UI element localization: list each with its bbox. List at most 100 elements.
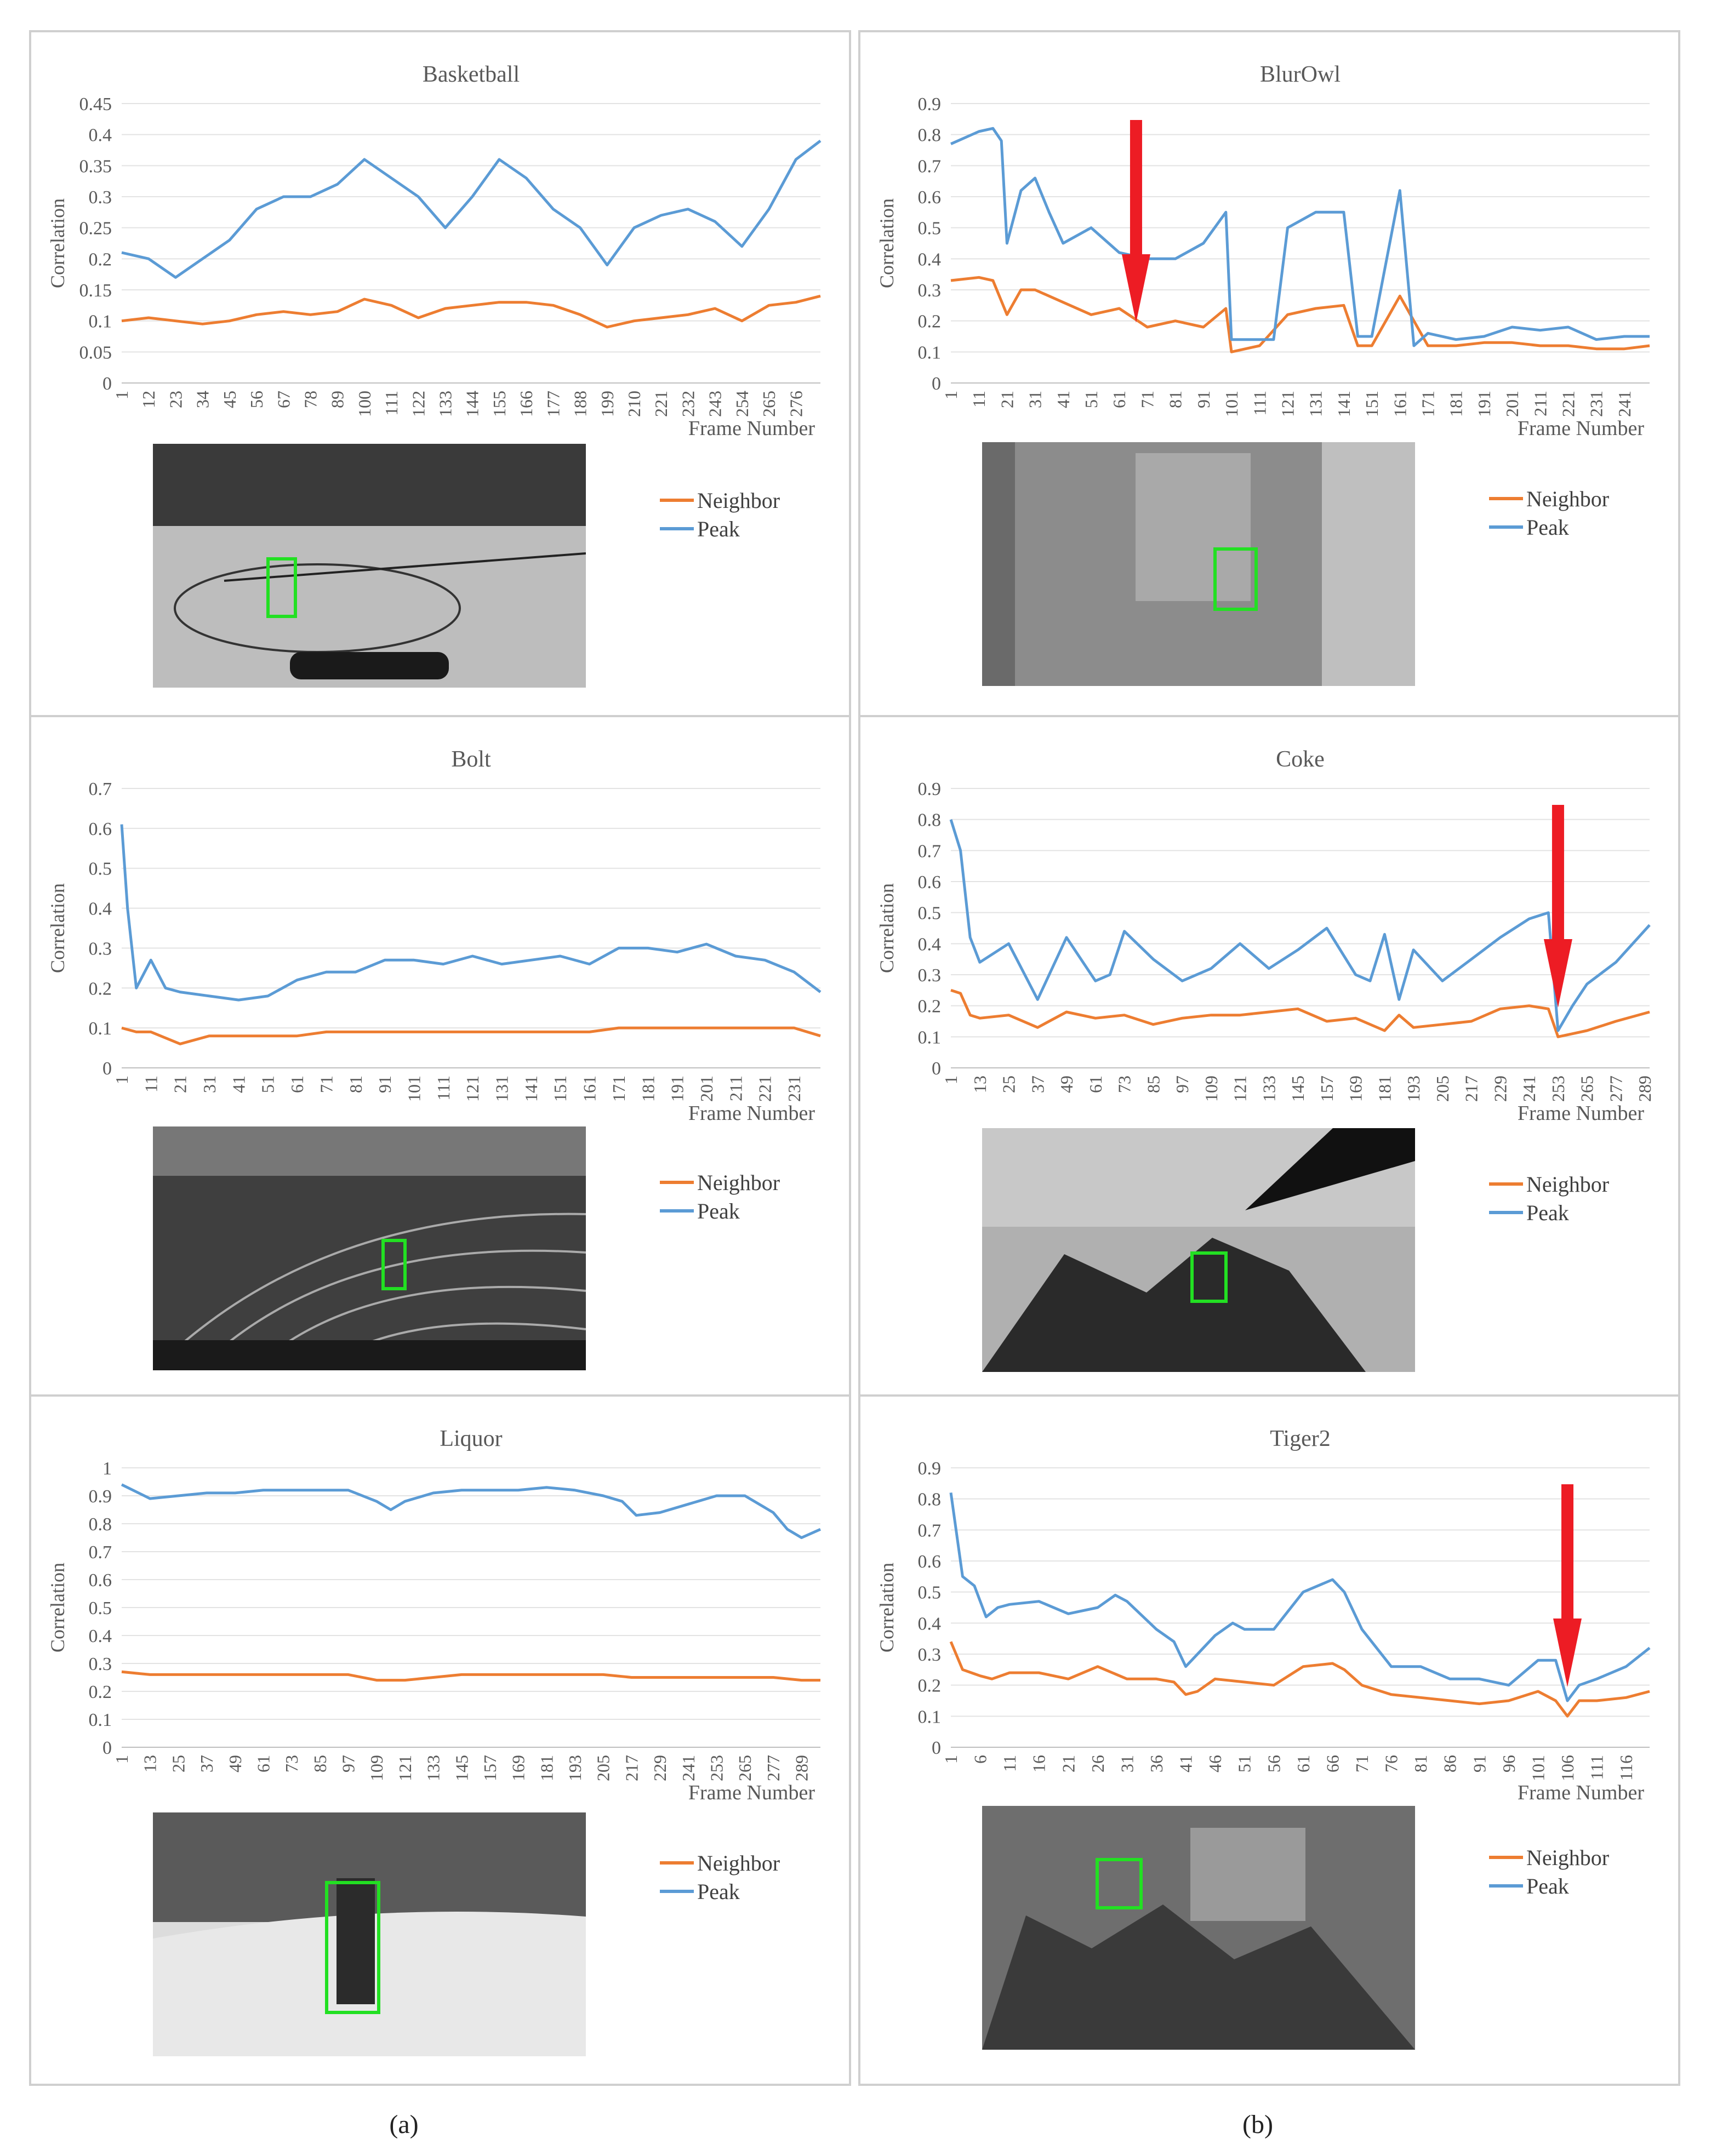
x-tick-label: 61 — [253, 1755, 273, 1772]
legend-neighbor: Neighbor — [660, 1168, 841, 1197]
x-tick-label: 201 — [1502, 391, 1522, 417]
x-tick-label: 86 — [1440, 1755, 1460, 1772]
legend-neighbor-label: Neighbor — [697, 1170, 780, 1195]
x-tick-label: 111 — [434, 1076, 453, 1101]
x-tick-label: 61 — [1293, 1755, 1313, 1772]
legend-peak-label: Peak — [1526, 1873, 1569, 1898]
x-tick-label: 241 — [1615, 391, 1634, 417]
x-tick-label: 141 — [1334, 391, 1354, 417]
x-tick-label: 121 — [1230, 1076, 1250, 1102]
x-tick-label: 181 — [1374, 1076, 1394, 1102]
series-line-neighbor — [121, 1670, 820, 1682]
y-tick-label: 0.1 — [918, 1027, 942, 1048]
x-tick-label: 96 — [1499, 1755, 1519, 1772]
x-tick-label: 11 — [141, 1076, 161, 1093]
chart-panel-liquor: Liquor 0 0.1 0.2 0.3 0.4 0.5 0.6 0.7 0.8 0.9 1 Corre… — [29, 1394, 851, 2086]
legend-neighbor-label: Neighbor — [1526, 1845, 1610, 1870]
x-tick-label: 89 — [328, 391, 347, 408]
x-tick-label: 169 — [1346, 1076, 1366, 1102]
y-tick-label: 0.3 — [89, 939, 112, 959]
x-tick-label: 231 — [1587, 391, 1606, 417]
y-tick-label: 0 — [102, 1738, 112, 1758]
x-tick-label: 12 — [139, 391, 158, 408]
x-tick-label: 31 — [1025, 391, 1045, 408]
x-tick-label: 221 — [755, 1076, 775, 1102]
chart-liquor: Liquor 0 0.1 0.2 0.3 0.4 0.5 0.6 0.7 0.8 0.9 1 Corre… — [47, 1426, 822, 1804]
y-tick-label: 0 — [102, 1059, 112, 1079]
y-tick-label: 0 — [102, 374, 112, 394]
x-tick-label: 51 — [1081, 391, 1101, 408]
x-axis-label: Frame Number — [1518, 417, 1644, 440]
y-tick-label: 0.6 — [89, 1570, 112, 1591]
x-tick-label: 11 — [1000, 1755, 1019, 1772]
x-tick-label: 232 — [678, 391, 698, 417]
x-tick-label: 61 — [287, 1076, 307, 1093]
x-tick-label: 1 — [112, 1076, 132, 1084]
x-axis-label: Frame Number — [688, 417, 815, 440]
chart-basketball: Basketball 0 0.05 0.1 0.15 0.2 0.25 0.3 0.35 0.4 0… — [47, 62, 822, 440]
x-tick-label: 188 — [571, 391, 590, 417]
legend-blurowl: Neighbor Peak — [1489, 484, 1670, 541]
legend-neighbor: Neighbor — [660, 486, 841, 514]
chart-title: Coke — [1276, 747, 1325, 772]
arrow-shaft — [1552, 805, 1564, 942]
legend-basketball: Neighbor Peak — [660, 486, 841, 543]
y-tick-label: 0.4 — [918, 934, 942, 954]
x-tick-label: 36 — [1147, 1755, 1166, 1772]
y-tick-label: 0.4 — [89, 1626, 112, 1646]
legend-neighbor-label: Neighbor — [1526, 486, 1610, 511]
x-tick-label: 56 — [247, 391, 266, 408]
series-line-neighbor — [949, 1641, 1650, 1718]
chart-blurowl: BlurOwl 0 0.1 0.2 0.3 0.4 0.5 0.6 0.7 0.8 0.9 Corre… — [876, 62, 1650, 440]
x-axis-label: Frame Number — [1518, 1781, 1644, 1804]
y-tick-label: 0.8 — [918, 125, 942, 146]
x-tick-label: 191 — [668, 1076, 687, 1102]
x-tick-label: 31 — [199, 1076, 219, 1093]
x-tick-label: 85 — [310, 1755, 330, 1772]
x-tick-label: 131 — [492, 1076, 512, 1102]
legend-peak-label: Peak — [697, 1198, 740, 1223]
x-tick-label: 211 — [1530, 391, 1550, 416]
x-tick-label: 67 — [273, 391, 293, 408]
red-arrow-marker — [1543, 805, 1572, 1008]
x-tick-label: 21 — [1058, 1755, 1078, 1772]
x-tick-label: 11 — [969, 391, 989, 408]
y-tick-label: 0 — [932, 374, 941, 394]
x-tick-label: 1 — [941, 391, 961, 399]
y-tick-label: 0.9 — [918, 94, 942, 115]
x-tick-label: 91 — [375, 1076, 395, 1093]
x-axis-label: Frame Number — [688, 1781, 815, 1804]
series-line-peak — [121, 140, 822, 279]
x-tick-label: 16 — [1029, 1755, 1049, 1772]
y-tick-label: 0.25 — [79, 219, 112, 239]
x-tick-label: 133 — [1259, 1076, 1279, 1102]
x-tick-label: 171 — [609, 1076, 629, 1102]
legend-neighbor-label: Neighbor — [697, 488, 780, 513]
legend-tiger2: Neighbor Peak — [1489, 1843, 1670, 1900]
chart-tiger2: Tiger2 0 0.1 0.2 0.3 0.4 0.5 0.6 0.7 0.8 0.9 Correl… — [876, 1426, 1651, 1804]
y-tick-label: 0.5 — [89, 859, 112, 879]
y-tick-label: 0.7 — [918, 841, 942, 861]
legend-liquor: Neighbor Peak — [660, 1849, 841, 1906]
coke-frame-thumbnail — [982, 1128, 1415, 1372]
x-tick-label: 151 — [1362, 391, 1382, 417]
x-tick-label: 265 — [1577, 1076, 1597, 1102]
y-tick-label: 0.7 — [89, 779, 112, 799]
x-axis-label: Frame Number — [1518, 1102, 1644, 1125]
legend-peak: Peak — [1489, 1198, 1670, 1227]
x-tick-label: 1 — [941, 1755, 961, 1764]
y-axis-label: Correlation — [876, 883, 898, 973]
chart-title: Tiger2 — [1270, 1426, 1330, 1451]
peak-swatch — [1489, 525, 1523, 529]
x-tick-label: 101 — [1528, 1755, 1548, 1781]
peak-swatch — [660, 1890, 694, 1893]
x-tick-label: 111 — [381, 391, 401, 416]
x-tick-label: 78 — [300, 391, 320, 408]
x-tick-label: 61 — [1086, 1076, 1105, 1093]
series-line-peak — [121, 1483, 822, 1539]
x-tick-label: 46 — [1205, 1755, 1225, 1772]
x-tick-label: 253 — [706, 1755, 726, 1781]
x-tick-label: 121 — [1277, 391, 1297, 417]
y-tick-label: 0.6 — [918, 1552, 942, 1572]
